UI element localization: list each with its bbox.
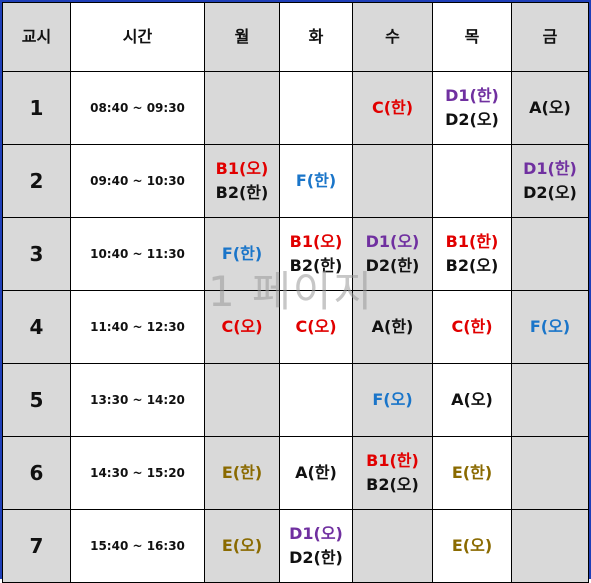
class-cell-wed: A(한)	[352, 290, 433, 364]
class-entry: C(한)	[371, 98, 414, 117]
class-cell-fri	[511, 363, 589, 437]
time-range: 15:40 ~ 16:30	[70, 509, 205, 583]
class-cell-mon: E(한)	[204, 436, 280, 510]
class-cell-thu	[432, 144, 512, 218]
table-row: 1 08:40 ~ 09:30 C(한) D1(한) D2(오) A(오)	[2, 71, 589, 145]
table-row: 4 11:40 ~ 12:30 C(오) C(오) A(한) C(한) F(오)	[2, 290, 589, 364]
period-number: 4	[2, 290, 71, 364]
class-entry: F(오)	[372, 390, 413, 409]
class-cell-wed	[352, 509, 433, 583]
class-cell-wed: B1(한) B2(오)	[352, 436, 433, 510]
class-cell-thu: C(한)	[432, 290, 512, 364]
class-entry: B1(오)	[215, 159, 269, 178]
class-entry: E(오)	[451, 536, 493, 555]
class-entry: A(오)	[451, 390, 493, 409]
class-cell-tue	[279, 71, 353, 145]
class-cell-thu: E(한)	[432, 436, 512, 510]
period-number: 2	[2, 144, 71, 218]
period-number: 1	[2, 71, 71, 145]
class-entry: D2(오)	[445, 110, 499, 129]
class-cell-mon: E(오)	[204, 509, 280, 583]
table-row: 2 09:40 ~ 10:30 B1(오) B2(한) F(한) D1(한) D2(오)	[2, 144, 589, 218]
class-entry: B1(한)	[366, 451, 419, 470]
header-fri: 금	[511, 2, 589, 72]
time-range: 11:40 ~ 12:30	[70, 290, 205, 364]
class-cell-mon: C(오)	[204, 290, 280, 364]
period-number: 5	[2, 363, 71, 437]
class-entry: C(한)	[451, 317, 493, 336]
class-entry: B1(한)	[445, 232, 499, 251]
class-entry: A(한)	[371, 317, 414, 336]
time-range: 13:30 ~ 14:20	[70, 363, 205, 437]
class-cell-mon	[204, 71, 280, 145]
class-cell-fri: F(오)	[511, 290, 589, 364]
time-range: 10:40 ~ 11:30	[70, 217, 205, 291]
class-entry: D1(오)	[365, 232, 420, 251]
class-cell-wed	[352, 144, 433, 218]
class-entry: B2(오)	[445, 256, 499, 275]
class-cell-fri	[511, 436, 589, 510]
class-cell-wed: F(오)	[352, 363, 433, 437]
header-period: 교시	[2, 2, 71, 72]
table-row: 5 13:30 ~ 14:20 F(오) A(오)	[2, 363, 589, 437]
class-cell-thu: E(오)	[432, 509, 512, 583]
class-cell-tue: A(한)	[279, 436, 353, 510]
class-entry: A(오)	[529, 98, 571, 117]
table-row: 3 10:40 ~ 11:30 F(한) B1(오) B2(한) D1(오) D2(한) B1…	[2, 217, 589, 291]
class-cell-wed: D1(오) D2(한)	[352, 217, 433, 291]
header-wed: 수	[352, 2, 433, 72]
time-range: 09:40 ~ 10:30	[70, 144, 205, 218]
class-cell-tue: F(한)	[279, 144, 353, 218]
class-cell-fri: A(오)	[511, 71, 589, 145]
period-number: 6	[2, 436, 71, 510]
time-range: 14:30 ~ 15:20	[70, 436, 205, 510]
class-entry: B2(한)	[215, 183, 269, 202]
class-cell-tue: B1(오) B2(한)	[279, 217, 353, 291]
header-row: 교시 시간 월 화 수 목 금	[2, 2, 589, 72]
class-entry: D2(한)	[289, 548, 343, 567]
class-entry: A(한)	[295, 463, 337, 482]
class-entry: D2(오)	[523, 183, 577, 202]
class-cell-mon: F(한)	[204, 217, 280, 291]
table-row: 7 15:40 ~ 16:30 E(오) D1(오) D2(한) E(오)	[2, 509, 589, 583]
class-cell-tue: D1(오) D2(한)	[279, 509, 353, 583]
class-cell-tue	[279, 363, 353, 437]
class-cell-thu: A(오)	[432, 363, 512, 437]
class-cell-mon	[204, 363, 280, 437]
class-entry: E(한)	[451, 463, 493, 482]
class-cell-fri: D1(한) D2(오)	[511, 144, 589, 218]
class-entry: E(오)	[221, 536, 263, 555]
class-entry: C(오)	[221, 317, 263, 336]
class-entry: F(오)	[529, 317, 571, 336]
class-cell-wed: C(한)	[352, 71, 433, 145]
table-row: 6 14:30 ~ 15:20 E(한) A(한) B1(한) B2(오) E(한)	[2, 436, 589, 510]
class-cell-thu: B1(한) B2(오)	[432, 217, 512, 291]
class-cell-tue: C(오)	[279, 290, 353, 364]
class-entry: E(한)	[221, 463, 263, 482]
period-number: 7	[2, 509, 71, 583]
class-entry: F(한)	[295, 171, 337, 190]
class-cell-thu: D1(한) D2(오)	[432, 71, 512, 145]
class-cell-fri	[511, 509, 589, 583]
class-entry: D1(한)	[445, 86, 499, 105]
class-entry: D1(오)	[289, 524, 343, 543]
header-tue: 화	[279, 2, 353, 72]
header-thu: 목	[432, 2, 512, 72]
class-entry: D1(한)	[523, 159, 577, 178]
period-number: 3	[2, 217, 71, 291]
header-time: 시간	[70, 2, 205, 72]
class-cell-mon: B1(오) B2(한)	[204, 144, 280, 218]
class-entry: B2(한)	[289, 256, 343, 275]
time-range: 08:40 ~ 09:30	[70, 71, 205, 145]
class-entry: C(오)	[295, 317, 337, 336]
class-entry: B2(오)	[366, 475, 419, 494]
class-entry: D2(한)	[365, 256, 420, 275]
class-entry: B1(오)	[289, 232, 343, 251]
header-mon: 월	[204, 2, 280, 72]
class-cell-fri	[511, 217, 589, 291]
class-entry: F(한)	[221, 244, 263, 263]
